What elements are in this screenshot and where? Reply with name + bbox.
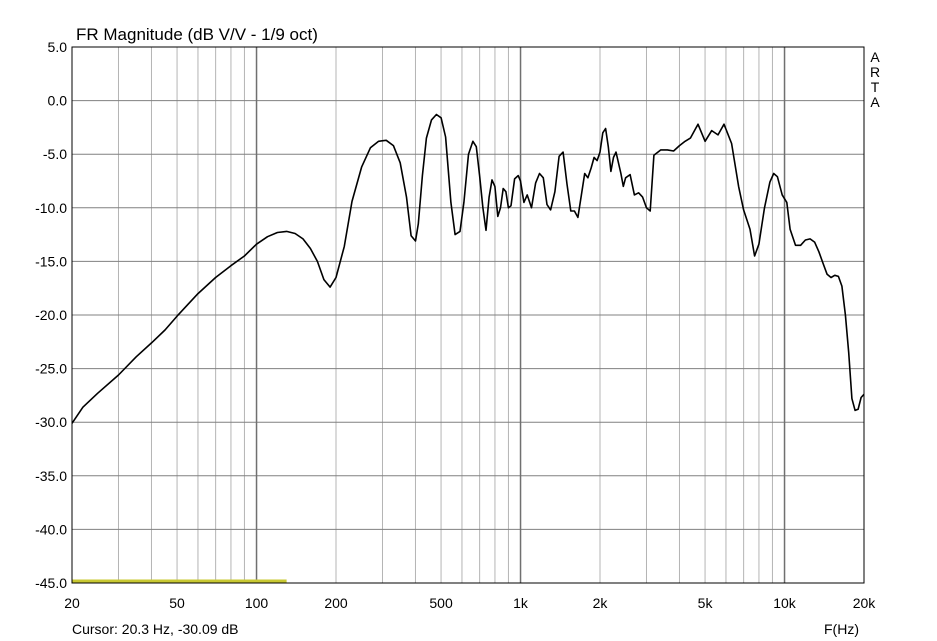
y-tick-label: -20.0 <box>35 307 67 323</box>
major-gridlines <box>72 47 864 583</box>
x-axis-labels: 20 50 100 200 500 1k 2k 5k 10k 20k <box>64 595 876 611</box>
y-tick-label: 0.0 <box>48 93 68 109</box>
x-tick-label: 10k <box>773 595 797 611</box>
y-tick-label: -25.0 <box>35 361 67 377</box>
x-tick-label: 1k <box>513 595 529 611</box>
watermark-letter: A <box>870 94 880 110</box>
y-axis-labels: 5.0 0.0 -5.0 -10.0 -15.0 -20.0 -25.0 -30.0 -35.0… <box>35 39 67 591</box>
x-axis-title: F(Hz) <box>824 621 859 637</box>
watermark-letter: A <box>870 49 880 65</box>
y-tick-label: -30.0 <box>35 414 67 430</box>
y-tick-label: -5.0 <box>43 146 67 162</box>
y-tick-label: -40.0 <box>35 521 67 537</box>
x-tick-label: 100 <box>245 595 269 611</box>
y-tick-label: 5.0 <box>48 39 68 55</box>
cursor-readout: Cursor: 20.3 Hz, -30.09 dB <box>72 621 239 637</box>
x-tick-label: 20k <box>853 595 877 611</box>
x-tick-label: 500 <box>429 595 453 611</box>
watermark-letter: T <box>871 79 880 95</box>
y-tick-label: -35.0 <box>35 468 67 484</box>
x-tick-label: 5k <box>698 595 714 611</box>
y-tick-label: -15.0 <box>35 253 67 269</box>
frequency-response-line <box>71 113 865 424</box>
x-tick-label: 200 <box>324 595 348 611</box>
watermark-letter: R <box>870 64 880 80</box>
y-tick-label: -45.0 <box>35 575 67 591</box>
chart-title: FR Magnitude (dB V/V - 1/9 oct) <box>76 25 318 44</box>
x-tick-label: 50 <box>169 595 185 611</box>
x-tick-label: 2k <box>593 595 609 611</box>
plot-frame <box>71 46 865 584</box>
y-tick-label: -10.0 <box>35 200 67 216</box>
x-tick-label: 20 <box>64 595 80 611</box>
